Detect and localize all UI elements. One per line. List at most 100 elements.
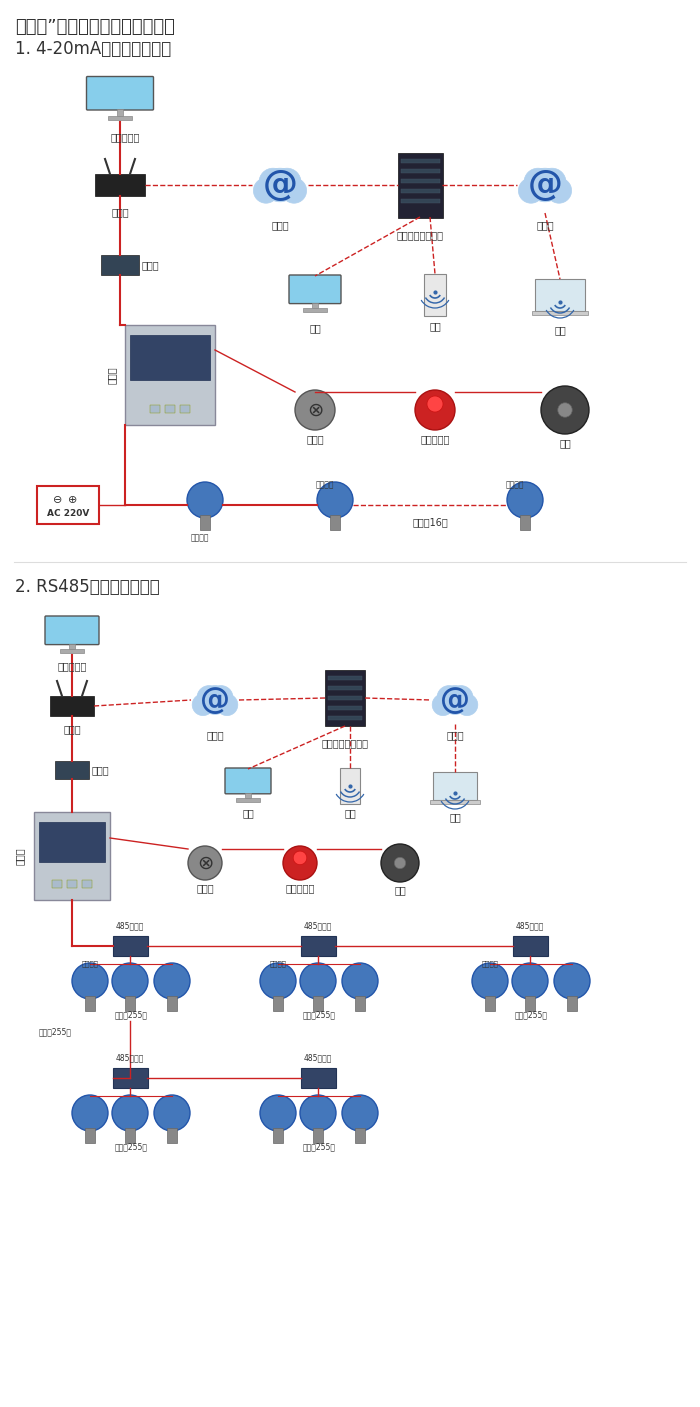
Bar <box>313 996 323 1012</box>
Bar <box>273 1128 283 1142</box>
Text: 可连接255台: 可连接255台 <box>302 1142 335 1151</box>
Circle shape <box>541 386 589 433</box>
Circle shape <box>187 483 223 518</box>
Bar <box>300 936 335 955</box>
Bar <box>236 798 260 802</box>
Bar <box>39 822 105 861</box>
Text: ⊗: ⊗ <box>197 854 214 872</box>
Bar <box>535 279 585 311</box>
Circle shape <box>197 685 221 709</box>
Text: 转换器: 转换器 <box>142 260 160 270</box>
Bar <box>180 405 190 414</box>
Text: 信号输出: 信号输出 <box>482 960 498 967</box>
Text: 2. RS485信号连接系统图: 2. RS485信号连接系统图 <box>15 578 160 597</box>
Bar <box>125 325 215 425</box>
Bar <box>340 768 360 803</box>
Bar <box>328 716 362 720</box>
Text: 声光报警器: 声光报警器 <box>286 884 315 893</box>
Circle shape <box>154 1095 190 1131</box>
Circle shape <box>554 962 590 999</box>
Text: 可连接255台: 可连接255台 <box>115 1010 148 1019</box>
Text: ⊖: ⊖ <box>53 495 63 505</box>
Bar <box>400 159 440 162</box>
Text: 485中继器: 485中继器 <box>304 1052 332 1062</box>
Text: 机气猫”系列带显示固定式检测仪: 机气猫”系列带显示固定式检测仪 <box>15 18 175 37</box>
Text: 电磁阀: 电磁阀 <box>306 433 324 445</box>
Bar <box>330 515 340 530</box>
Bar <box>34 812 110 900</box>
Circle shape <box>263 169 297 201</box>
Circle shape <box>112 1095 148 1131</box>
Circle shape <box>524 169 552 196</box>
FancyBboxPatch shape <box>45 616 99 644</box>
Circle shape <box>253 179 279 203</box>
Bar <box>400 169 440 173</box>
Text: 单机版电脑: 单机版电脑 <box>57 661 87 671</box>
Bar <box>398 152 442 218</box>
Bar <box>55 761 89 779</box>
Circle shape <box>394 857 406 868</box>
Circle shape <box>283 846 317 879</box>
Bar <box>167 996 177 1012</box>
Text: 安帕尔网络服务器: 安帕尔网络服务器 <box>396 229 444 241</box>
Text: 通讯线: 通讯线 <box>107 366 117 384</box>
Bar <box>150 405 160 414</box>
Bar <box>165 405 175 414</box>
Circle shape <box>456 694 478 716</box>
Bar <box>82 879 92 888</box>
Bar <box>433 772 477 801</box>
Circle shape <box>293 851 307 865</box>
Bar <box>200 515 210 530</box>
Bar <box>485 996 495 1012</box>
Bar <box>37 485 99 523</box>
Bar <box>328 696 362 701</box>
Bar <box>108 115 132 120</box>
Bar <box>400 198 440 203</box>
Text: 单机版电脑: 单机版电脑 <box>111 132 140 142</box>
Circle shape <box>72 962 108 999</box>
Text: @: @ <box>440 685 470 715</box>
Text: 风机: 风机 <box>559 438 571 447</box>
Bar <box>355 1128 365 1142</box>
Text: 485中继器: 485中继器 <box>516 922 544 930</box>
Text: 信号输出: 信号输出 <box>190 533 209 542</box>
Circle shape <box>300 962 336 999</box>
Bar <box>313 1128 323 1142</box>
Bar <box>512 936 547 955</box>
Text: 1. 4-20mA信号连接系统图: 1. 4-20mA信号连接系统图 <box>15 39 172 58</box>
Text: 可连接255台: 可连接255台 <box>38 1027 71 1037</box>
Text: 风机: 风机 <box>394 885 406 895</box>
Circle shape <box>201 685 230 715</box>
Bar <box>273 996 283 1012</box>
Text: 电磁阀: 电磁阀 <box>196 884 214 893</box>
Text: 互联网: 互联网 <box>536 219 554 229</box>
Text: 可连接16个: 可连接16个 <box>412 516 448 528</box>
Circle shape <box>538 169 566 196</box>
Bar <box>355 996 365 1012</box>
Text: 互联网: 互联网 <box>206 730 224 740</box>
Bar <box>125 1128 135 1142</box>
Bar <box>525 996 535 1012</box>
Bar <box>328 687 362 689</box>
Bar <box>520 515 530 530</box>
Circle shape <box>259 169 287 196</box>
Text: 路由器: 路由器 <box>63 725 80 734</box>
Circle shape <box>72 1095 108 1131</box>
Circle shape <box>260 962 296 999</box>
Bar <box>60 649 84 653</box>
Text: @: @ <box>200 685 230 715</box>
Circle shape <box>295 390 335 431</box>
Bar <box>325 670 365 726</box>
FancyBboxPatch shape <box>225 768 271 794</box>
Circle shape <box>273 169 301 196</box>
Circle shape <box>317 483 353 518</box>
Text: ⊗: ⊗ <box>307 401 323 419</box>
Text: 路由器: 路由器 <box>111 207 129 217</box>
Text: 声光报警器: 声光报警器 <box>420 433 449 445</box>
Bar <box>85 996 95 1012</box>
Circle shape <box>193 694 214 716</box>
Text: 电脑: 电脑 <box>309 324 321 333</box>
Text: 485中继器: 485中继器 <box>116 1052 144 1062</box>
Bar <box>125 996 135 1012</box>
Circle shape <box>154 962 190 999</box>
